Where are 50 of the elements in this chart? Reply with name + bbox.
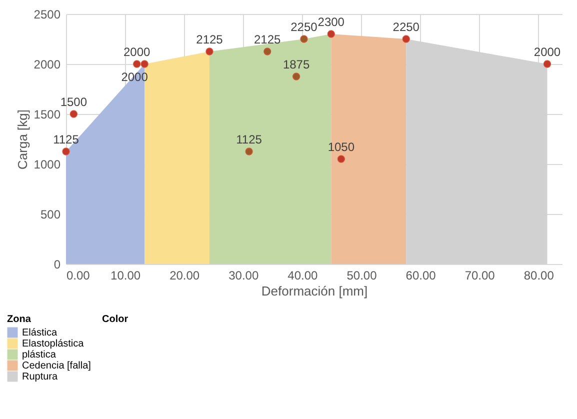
data-label: 1125 [236,132,262,146]
point [264,48,272,56]
point [245,148,253,156]
x-tick-label: 30.00 [228,268,259,282]
point [337,155,345,163]
point [402,35,410,43]
legend-title: Zona [7,314,32,325]
point [327,30,335,38]
point [292,72,300,80]
data-label: 2000 [534,45,561,59]
x-axis-title: Deformación [mm] [261,284,368,298]
y-tick-label: 2500 [34,8,61,22]
legend-label: Ruptura [22,372,58,382]
data-label: 2000 [124,45,151,59]
x-tick-label: 50.00 [346,268,378,282]
text: Color [102,314,128,325]
data-label: 1875 [282,58,310,72]
x-tick-label: 80.00 [524,268,554,282]
x-tick-label: 60.00 [406,268,436,282]
y-tick-label: 1000 [34,158,61,172]
y-tick-label: 2000 [34,58,61,72]
point [133,60,141,68]
data-label: 2125 [254,32,282,46]
x-tick-label: 70.00 [464,268,496,282]
x-tick-label: 40.00 [288,268,318,282]
data-label: 1125 [53,132,80,146]
x-tick-label: 20.00 [170,268,200,282]
legend-label: Elastoplástica [22,338,84,350]
point [140,60,148,68]
y-tick-label: 1500 [34,108,61,122]
x-tick-label: 10.00 [110,268,141,282]
data-label: 2125 [196,32,224,46]
point [70,110,78,118]
y-tick-label: 0 [54,258,61,272]
data-label: 2300 [318,15,345,29]
point [543,60,552,68]
data-label: 2250 [290,20,318,34]
data-label: 1050 [328,140,355,154]
point [206,48,214,56]
legend-label: Elástica [22,328,58,338]
point [300,35,308,43]
data-label: 2250 [392,20,420,34]
data-label: 1500 [60,95,88,109]
y-axis-title: Carga [kg] [14,110,30,170]
x-tick-label: 0.00 [66,268,90,282]
data-label: 2000 [121,70,148,84]
legend-label: Cedencia [falla] [22,360,92,372]
y-tick-label: 500 [40,208,61,222]
legend-label: plástica [22,350,56,360]
point [62,148,70,156]
